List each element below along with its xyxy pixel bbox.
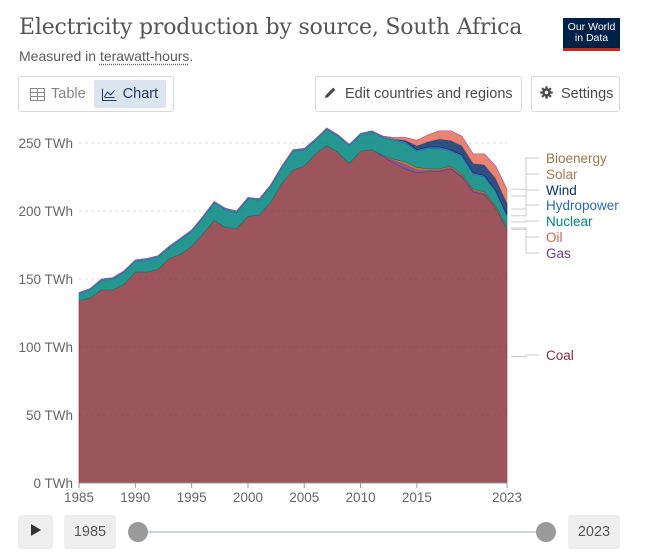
settings-button[interactable]: Settings — [531, 76, 620, 112]
table-icon — [30, 87, 45, 101]
series-label-coal[interactable]: Coal — [546, 348, 574, 363]
subtitle-suffix: . — [189, 48, 194, 64]
start-handle[interactable] — [128, 522, 148, 542]
leader-line — [511, 189, 539, 210]
timeline-track[interactable] — [138, 531, 546, 533]
series-label-hydropower[interactable]: Hydropower — [546, 198, 619, 213]
edit-countries-label: Edit countries and regions — [345, 86, 513, 102]
gear-icon — [540, 85, 553, 103]
pencil-icon — [324, 86, 337, 103]
leader-line — [511, 220, 539, 223]
settings-label: Settings — [561, 86, 614, 102]
x-tick-label: 2015 — [402, 490, 432, 505]
x-tick-label: 2023 — [492, 490, 522, 505]
series-label-bioenergy[interactable]: Bioenergy — [546, 151, 607, 166]
play-icon — [30, 523, 41, 541]
leader-line — [511, 204, 539, 217]
series-label-gas[interactable]: Gas — [546, 246, 571, 261]
tab-chart-label: Chart — [122, 86, 159, 102]
series-label-nuclear[interactable]: Nuclear — [546, 214, 593, 229]
series-label-solar[interactable]: Solar — [546, 167, 578, 182]
play-button[interactable] — [18, 515, 53, 549]
y-tick-label: 50 TWh — [26, 408, 73, 423]
end-year-box[interactable]: 2023 — [568, 515, 620, 549]
leader-line — [511, 228, 539, 254]
logo-line-1: Our World — [567, 21, 616, 33]
view-tabs: Table Chart — [18, 76, 174, 112]
area-coal[interactable] — [78, 145, 508, 484]
x-tick-label: 2010 — [346, 490, 376, 505]
series-label-wind[interactable]: Wind — [546, 183, 577, 198]
subtitle-prefix: Measured in — [19, 48, 100, 64]
y-tick-label: 0 TWh — [33, 476, 73, 491]
tab-chart[interactable]: Chart — [93, 80, 167, 108]
x-tick-label: 1995 — [177, 490, 207, 505]
x-tick-label: 1990 — [120, 490, 150, 505]
owid-logo[interactable]: Our World in Data — [563, 18, 620, 51]
y-tick-label: 150 TWh — [18, 272, 73, 287]
series-label-oil[interactable]: Oil — [546, 230, 563, 245]
y-tick-label: 250 TWh — [18, 136, 73, 151]
leader-line — [511, 173, 539, 197]
x-tick-label: 1985 — [64, 490, 94, 505]
y-tick-label: 100 TWh — [18, 340, 73, 355]
timeline: 1985 2023 — [18, 515, 620, 549]
tab-table-label: Table — [51, 86, 86, 102]
end-handle[interactable] — [536, 522, 556, 542]
leader-line — [511, 354, 539, 358]
x-tick-label: 2005 — [289, 490, 319, 505]
edit-countries-button[interactable]: Edit countries and regions — [315, 76, 522, 112]
chart-icon — [101, 88, 117, 101]
tab-table[interactable]: Table — [22, 80, 94, 108]
unit-link[interactable]: terawatt-hours — [99, 48, 190, 64]
chart-area: 0 TWh 50 TWh 100 TWh 150 TWh 200 TWh 250 TWh 1… — [18, 127, 619, 505]
logo-line-2: in Data — [574, 32, 609, 44]
chart-subtitle: Measured in terawatt-hours. — [19, 48, 193, 64]
start-year-box[interactable]: 1985 — [64, 515, 116, 549]
y-tick-label: 200 TWh — [18, 204, 73, 219]
x-tick-label: 2000 — [233, 490, 263, 505]
chart-title: Electricity production by source, South … — [19, 15, 523, 40]
